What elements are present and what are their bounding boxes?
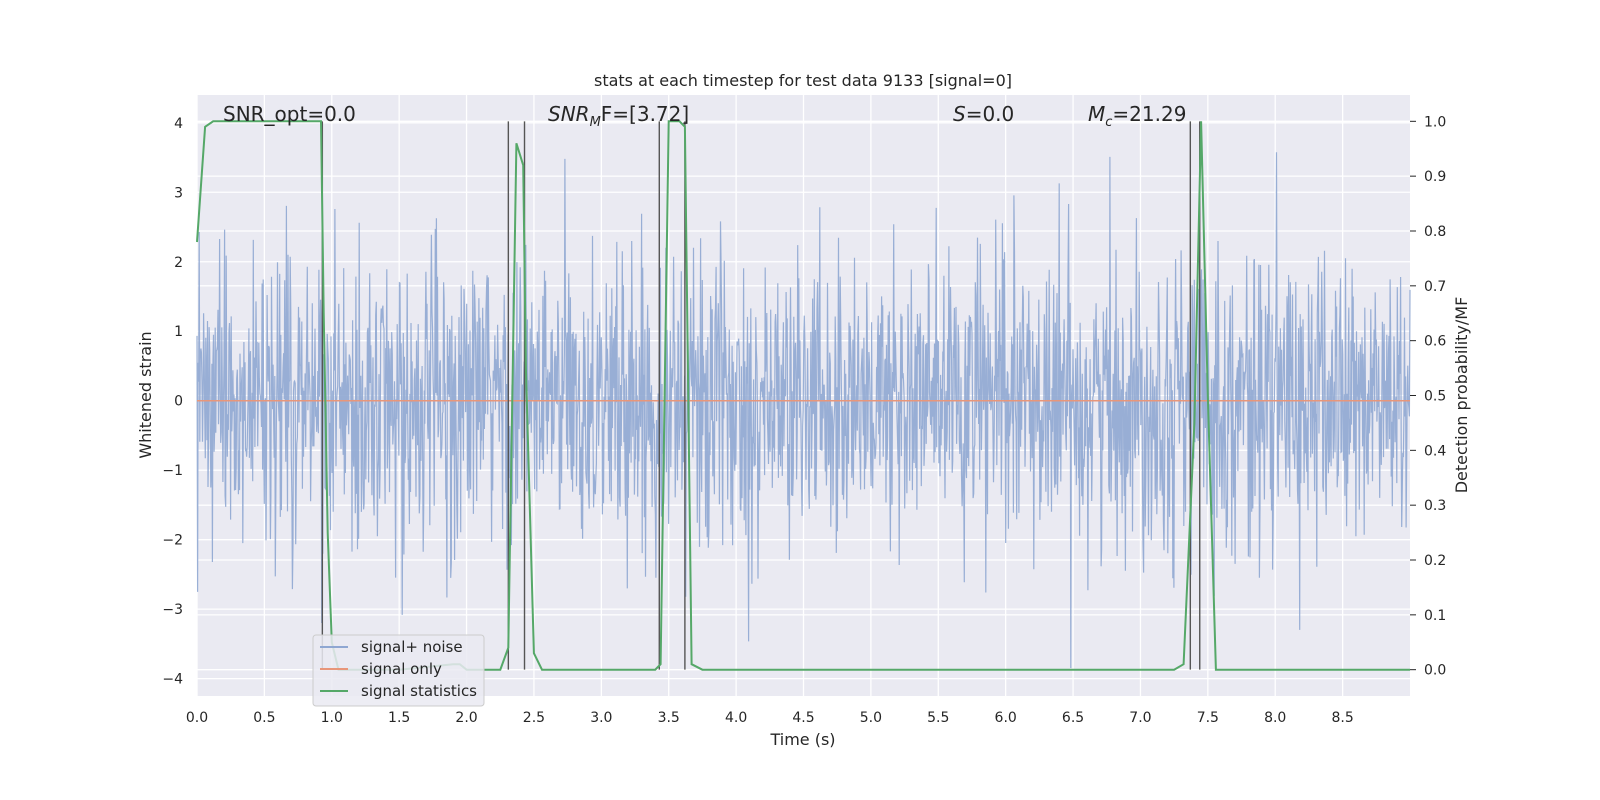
y-right-tick-label: 0.8 bbox=[1424, 224, 1446, 240]
x-tick-label: 2.0 bbox=[455, 710, 477, 726]
y-tick-label: −2 bbox=[162, 533, 183, 549]
y-tick-label: 1 bbox=[174, 324, 183, 340]
chart-title: stats at each timestep for test data 913… bbox=[594, 71, 1012, 90]
y-tick-label: −3 bbox=[162, 602, 183, 618]
y-right-tick-label: 0.3 bbox=[1424, 498, 1446, 514]
y-axis-right: 1.0 0.9 0.8 0.7 0.6 0.5 0.4 0.3 0.2 0.1 0.0 bbox=[1410, 114, 1446, 679]
annotation-s-rest: =0.0 bbox=[966, 102, 1015, 126]
y-right-tick-label: 0.9 bbox=[1424, 169, 1446, 185]
x-tick-label: 7.0 bbox=[1129, 710, 1151, 726]
x-tick-label: 1.0 bbox=[321, 710, 343, 726]
y-tick-label: −1 bbox=[162, 463, 183, 479]
annotation-s-base: S bbox=[953, 102, 966, 126]
signal-statistics-line bbox=[196, 120, 1410, 671]
y-right-tick-label: 0.7 bbox=[1424, 279, 1446, 295]
x-tick-label: 4.5 bbox=[792, 710, 814, 726]
y-right-tick-label: 0.5 bbox=[1424, 389, 1446, 405]
x-tick-label: 3.5 bbox=[658, 710, 680, 726]
signal-statistics-series bbox=[196, 120, 1410, 671]
y-right-tick-label: 0.4 bbox=[1424, 443, 1446, 459]
x-tick-label: 8.5 bbox=[1331, 710, 1353, 726]
x-tick-label: 0.5 bbox=[253, 710, 275, 726]
x-tick-label: 5.0 bbox=[860, 710, 882, 726]
y-axis-right-label: Detection probability/MF bbox=[1452, 297, 1471, 494]
x-tick-label: 1.5 bbox=[388, 710, 410, 726]
x-tick-label: 4.0 bbox=[725, 710, 747, 726]
y-tick-label: −4 bbox=[162, 672, 183, 688]
y-right-tick-label: 0.0 bbox=[1424, 663, 1446, 679]
legend-label-noise: signal+ noise bbox=[361, 638, 463, 656]
y-right-tick-label: 0.2 bbox=[1424, 553, 1446, 569]
y-right-tick-label: 1.0 bbox=[1424, 114, 1446, 130]
annotation-snr-mf: SNRMF=[3.72] bbox=[548, 102, 689, 130]
annotation-snr-opt: SNR_opt=0.0 bbox=[223, 102, 356, 126]
y-tick-label: 0 bbox=[174, 394, 183, 410]
legend-box bbox=[312, 634, 485, 707]
x-axis: 0.0 0.5 1.0 1.5 2.0 2.5 3.0 3.5 4.0 4.5 5.0 5.5 6.0 6… bbox=[186, 710, 1354, 726]
x-tick-label: 8.0 bbox=[1264, 710, 1286, 726]
y-tick-label: 2 bbox=[174, 255, 183, 271]
y-tick-label: 4 bbox=[174, 116, 183, 132]
annotation-mc: Mc=21.29 bbox=[1088, 102, 1186, 130]
annotation-mc-base: M bbox=[1088, 102, 1105, 126]
x-tick-label: 6.5 bbox=[1062, 710, 1084, 726]
x-tick-label: 7.5 bbox=[1197, 710, 1219, 726]
x-tick-label: 2.5 bbox=[523, 710, 545, 726]
x-tick-label: 6.0 bbox=[995, 710, 1017, 726]
x-axis-label: Time (s) bbox=[769, 730, 835, 749]
y-right-tick-label: 0.1 bbox=[1424, 608, 1446, 624]
y-tick-label: 3 bbox=[174, 185, 183, 201]
annotation-mc-sub: c bbox=[1105, 115, 1112, 130]
annotation-snr-mf-base: SNR bbox=[548, 102, 590, 126]
x-tick-label: 0.0 bbox=[186, 710, 208, 726]
annotation-snr-mf-sub: M bbox=[590, 115, 601, 130]
x-tick-label: 3.0 bbox=[590, 710, 612, 726]
y-axis-left: 4 3 2 1 0 −1 −2 −3 −4 bbox=[162, 116, 183, 688]
annotation-snr-mf-rest: F=[3.72] bbox=[601, 102, 689, 126]
legend: signal+ noise signal only signal statist… bbox=[312, 634, 485, 707]
annotation-s: S=0.0 bbox=[953, 102, 1014, 126]
y-right-tick-label: 0.6 bbox=[1424, 334, 1446, 350]
annotation-mc-rest: =21.29 bbox=[1112, 102, 1186, 126]
x-tick-label: 5.5 bbox=[927, 710, 949, 726]
y-axis-label: Whitened strain bbox=[136, 331, 155, 458]
legend-label-signal: signal only bbox=[361, 660, 442, 678]
legend-label-stats: signal statistics bbox=[361, 682, 477, 700]
